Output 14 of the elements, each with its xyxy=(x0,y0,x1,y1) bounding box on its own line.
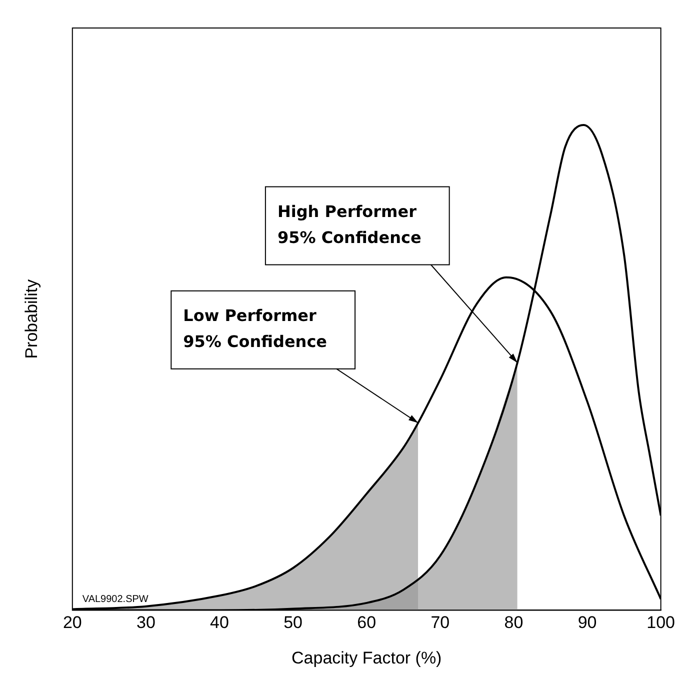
x-tick-label: 20 xyxy=(62,613,82,632)
x-tick-label: 100 xyxy=(646,613,676,632)
y-axis-title: Probability xyxy=(22,278,41,359)
x-tick-label: 90 xyxy=(578,613,597,632)
x-tick-label: 60 xyxy=(357,613,376,632)
x-tick-label: 70 xyxy=(430,613,450,632)
annotation: Low Performer 95% Confidence xyxy=(183,306,328,352)
x-tick-label: 50 xyxy=(284,613,303,632)
x-tick-label: 30 xyxy=(136,613,156,632)
x-axis-title: Capacity Factor (%) xyxy=(292,648,442,668)
annotation: High Performer 95% Confidence xyxy=(277,202,422,247)
annotation: VAL9902.SPW xyxy=(82,594,149,605)
x-tick-label: 80 xyxy=(504,613,524,632)
x-tick-label: 40 xyxy=(210,613,229,632)
